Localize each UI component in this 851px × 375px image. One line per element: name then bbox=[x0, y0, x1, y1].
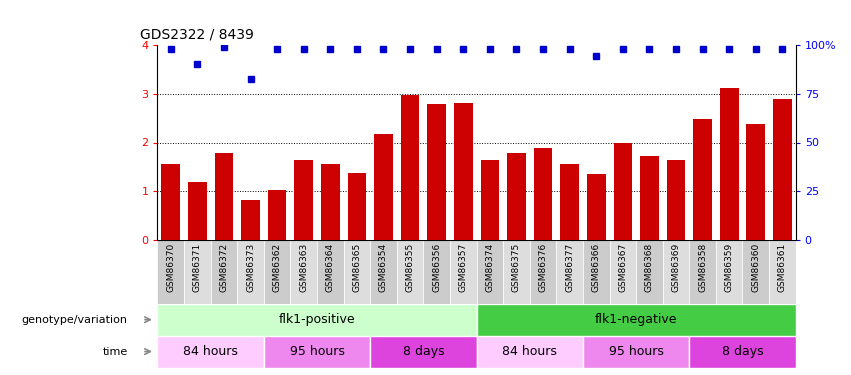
Bar bbox=[241, 200, 260, 240]
Text: GSM86367: GSM86367 bbox=[619, 243, 627, 292]
Bar bbox=[347, 173, 366, 240]
Bar bbox=[587, 174, 606, 240]
Bar bbox=[557, 240, 583, 304]
Bar bbox=[477, 240, 503, 304]
Bar bbox=[694, 119, 712, 240]
Bar bbox=[397, 240, 424, 304]
Bar bbox=[237, 240, 264, 304]
Text: GSM86374: GSM86374 bbox=[485, 243, 494, 292]
Bar bbox=[188, 183, 207, 240]
Bar bbox=[742, 240, 769, 304]
Text: GSM86356: GSM86356 bbox=[432, 243, 441, 292]
Bar bbox=[427, 105, 446, 240]
Text: GSM86364: GSM86364 bbox=[326, 243, 334, 292]
Text: GSM86369: GSM86369 bbox=[671, 243, 681, 292]
Bar bbox=[401, 95, 420, 240]
Bar bbox=[184, 240, 211, 304]
Bar bbox=[636, 240, 663, 304]
Bar bbox=[689, 336, 796, 368]
Bar bbox=[609, 240, 636, 304]
Bar bbox=[290, 240, 317, 304]
Text: GDS2322 / 8439: GDS2322 / 8439 bbox=[140, 27, 254, 41]
Bar bbox=[560, 164, 579, 240]
Text: flk1-positive: flk1-positive bbox=[278, 313, 356, 326]
Text: GSM86357: GSM86357 bbox=[459, 243, 468, 292]
Text: GSM86360: GSM86360 bbox=[751, 243, 760, 292]
Text: GSM86354: GSM86354 bbox=[379, 243, 388, 292]
Text: flk1-negative: flk1-negative bbox=[595, 313, 677, 326]
Bar bbox=[157, 304, 477, 336]
Bar bbox=[370, 240, 397, 304]
Text: 84 hours: 84 hours bbox=[183, 345, 238, 358]
Text: GSM86372: GSM86372 bbox=[220, 243, 228, 292]
Bar bbox=[321, 164, 340, 240]
Text: GSM86373: GSM86373 bbox=[246, 243, 255, 292]
Bar bbox=[720, 88, 739, 240]
Bar bbox=[534, 148, 552, 240]
Text: 8 days: 8 days bbox=[722, 345, 763, 358]
Bar bbox=[450, 240, 477, 304]
Bar bbox=[666, 160, 685, 240]
Text: 8 days: 8 days bbox=[403, 345, 444, 358]
Bar bbox=[264, 240, 290, 304]
Text: GSM86362: GSM86362 bbox=[272, 243, 282, 292]
Text: GSM86377: GSM86377 bbox=[565, 243, 574, 292]
Text: GSM86366: GSM86366 bbox=[591, 243, 601, 292]
Bar bbox=[663, 240, 689, 304]
Text: 84 hours: 84 hours bbox=[502, 345, 557, 358]
Bar bbox=[477, 336, 583, 368]
Text: GSM86359: GSM86359 bbox=[725, 243, 734, 292]
Bar bbox=[268, 190, 287, 240]
Bar bbox=[689, 240, 716, 304]
Bar bbox=[162, 164, 180, 240]
Text: GSM86363: GSM86363 bbox=[300, 243, 308, 292]
Bar bbox=[769, 240, 796, 304]
Bar bbox=[583, 240, 609, 304]
Text: GSM86358: GSM86358 bbox=[698, 243, 707, 292]
Bar bbox=[157, 336, 264, 368]
Bar bbox=[454, 102, 472, 240]
Text: genotype/variation: genotype/variation bbox=[21, 315, 128, 325]
Bar bbox=[477, 304, 796, 336]
Bar bbox=[157, 240, 184, 304]
Bar bbox=[614, 144, 632, 240]
Bar bbox=[370, 336, 477, 368]
Bar bbox=[773, 99, 791, 240]
Text: GSM86371: GSM86371 bbox=[193, 243, 202, 292]
Bar bbox=[507, 153, 526, 240]
Bar bbox=[746, 124, 765, 240]
Bar bbox=[424, 240, 450, 304]
Bar bbox=[529, 240, 557, 304]
Bar bbox=[716, 240, 742, 304]
Bar bbox=[374, 134, 393, 240]
Bar bbox=[214, 153, 233, 240]
Bar bbox=[583, 336, 689, 368]
Bar bbox=[211, 240, 237, 304]
Text: 95 hours: 95 hours bbox=[289, 345, 345, 358]
Bar bbox=[294, 160, 313, 240]
Bar bbox=[317, 240, 344, 304]
Bar bbox=[640, 156, 659, 240]
Bar bbox=[264, 336, 370, 368]
Text: 95 hours: 95 hours bbox=[608, 345, 664, 358]
Bar bbox=[503, 240, 529, 304]
Text: time: time bbox=[102, 346, 128, 357]
Text: GSM86370: GSM86370 bbox=[166, 243, 175, 292]
Bar bbox=[481, 160, 500, 240]
Text: GSM86361: GSM86361 bbox=[778, 243, 787, 292]
Text: GSM86365: GSM86365 bbox=[352, 243, 362, 292]
Text: GSM86368: GSM86368 bbox=[645, 243, 654, 292]
Bar bbox=[344, 240, 370, 304]
Text: GSM86355: GSM86355 bbox=[406, 243, 414, 292]
Text: GSM86375: GSM86375 bbox=[512, 243, 521, 292]
Text: GSM86376: GSM86376 bbox=[539, 243, 547, 292]
